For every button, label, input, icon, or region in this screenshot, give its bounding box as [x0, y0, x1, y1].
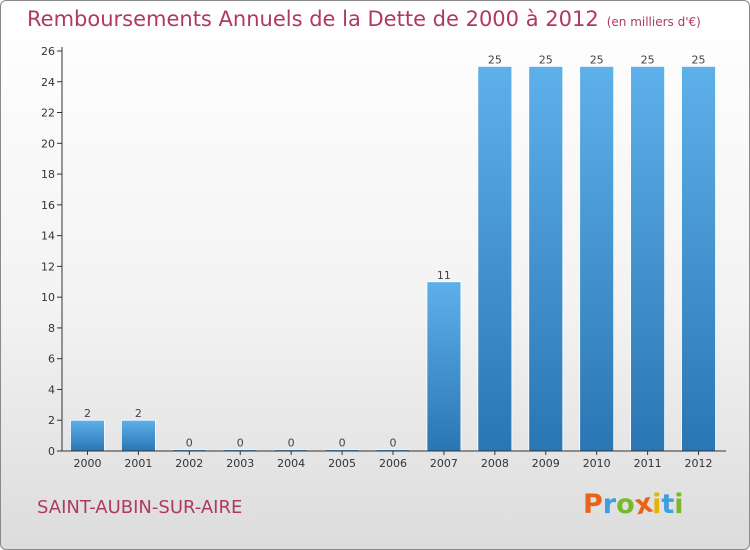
y-tick-label: 4 — [48, 383, 55, 396]
data-label: 0 — [237, 437, 244, 450]
bar — [426, 281, 462, 452]
bar — [120, 419, 156, 452]
brand-letter: i — [652, 489, 662, 520]
x-tick-label: 2001 — [124, 457, 152, 470]
data-label: 0 — [288, 437, 295, 450]
chart-title: Remboursements Annuels de la Dette de 20… — [27, 7, 701, 31]
y-tick-label: 20 — [41, 137, 55, 150]
y-tick-label: 26 — [41, 45, 55, 58]
y-tick-label: 18 — [41, 168, 55, 181]
data-label: 25 — [590, 53, 604, 66]
data-label: 0 — [186, 437, 193, 450]
x-tick-label: 2011 — [634, 457, 662, 470]
data-label: 25 — [692, 53, 706, 66]
y-tick-label: 8 — [48, 322, 55, 335]
data-label: 0 — [339, 437, 346, 450]
brand-letter: r — [602, 489, 617, 520]
bar — [579, 65, 615, 452]
y-tick-label: 12 — [41, 260, 55, 273]
bar — [630, 65, 666, 452]
data-label: 25 — [641, 53, 655, 66]
x-tick-label: 2003 — [226, 457, 254, 470]
x-tick-label: 2002 — [175, 457, 203, 470]
x-tick-label: 2010 — [583, 457, 611, 470]
brand-letter: P — [583, 489, 603, 520]
x-tick-label: 2012 — [685, 457, 713, 470]
bar — [70, 419, 105, 452]
x-axis: 2000 2001 2002 2003 2004 2005 2006 2007 2008 2009… — [62, 450, 726, 470]
y-tick-label: 14 — [41, 230, 55, 243]
data-label: 25 — [488, 53, 502, 66]
x-tick-label: 2007 — [430, 457, 458, 470]
data-label: 2 — [135, 407, 142, 420]
bars: 2 2 0 0 0 0 0 11 25 25 25 25 25 — [70, 53, 716, 452]
x-tick-label: 2008 — [481, 457, 509, 470]
bar — [681, 65, 716, 452]
y-tick-label: 22 — [41, 107, 55, 120]
data-label: 25 — [539, 53, 553, 66]
bar — [477, 65, 513, 452]
y-tick-label: 0 — [48, 445, 55, 458]
data-label: 0 — [390, 437, 397, 450]
x-tick-label: 2009 — [532, 457, 560, 470]
x-tick-label: 2006 — [379, 457, 407, 470]
data-label: 11 — [437, 269, 451, 282]
unit-note: (en milliers d'€) — [606, 15, 701, 29]
x-tick-label: 2005 — [328, 457, 356, 470]
bar — [528, 65, 564, 452]
brand-logo: Proxiti — [583, 488, 684, 522]
data-label: 2 — [84, 407, 91, 420]
brand-letter: i — [674, 489, 684, 520]
brand-letter: o — [616, 489, 635, 520]
x-tick-label: 2000 — [73, 457, 101, 470]
commune-name: SAINT-AUBIN-SUR-AIRE — [37, 497, 243, 518]
x-tick-label: 2004 — [277, 457, 305, 470]
title-text: Remboursements Annuels de la Dette de 20… — [27, 7, 599, 31]
y-tick-label: 24 — [41, 76, 55, 89]
brand-letter: t — [661, 489, 675, 520]
y-tick-label: 2 — [48, 414, 55, 427]
y-tick-label: 16 — [41, 199, 55, 212]
y-tick-label: 6 — [48, 353, 55, 366]
y-tick-label: 10 — [41, 291, 55, 304]
